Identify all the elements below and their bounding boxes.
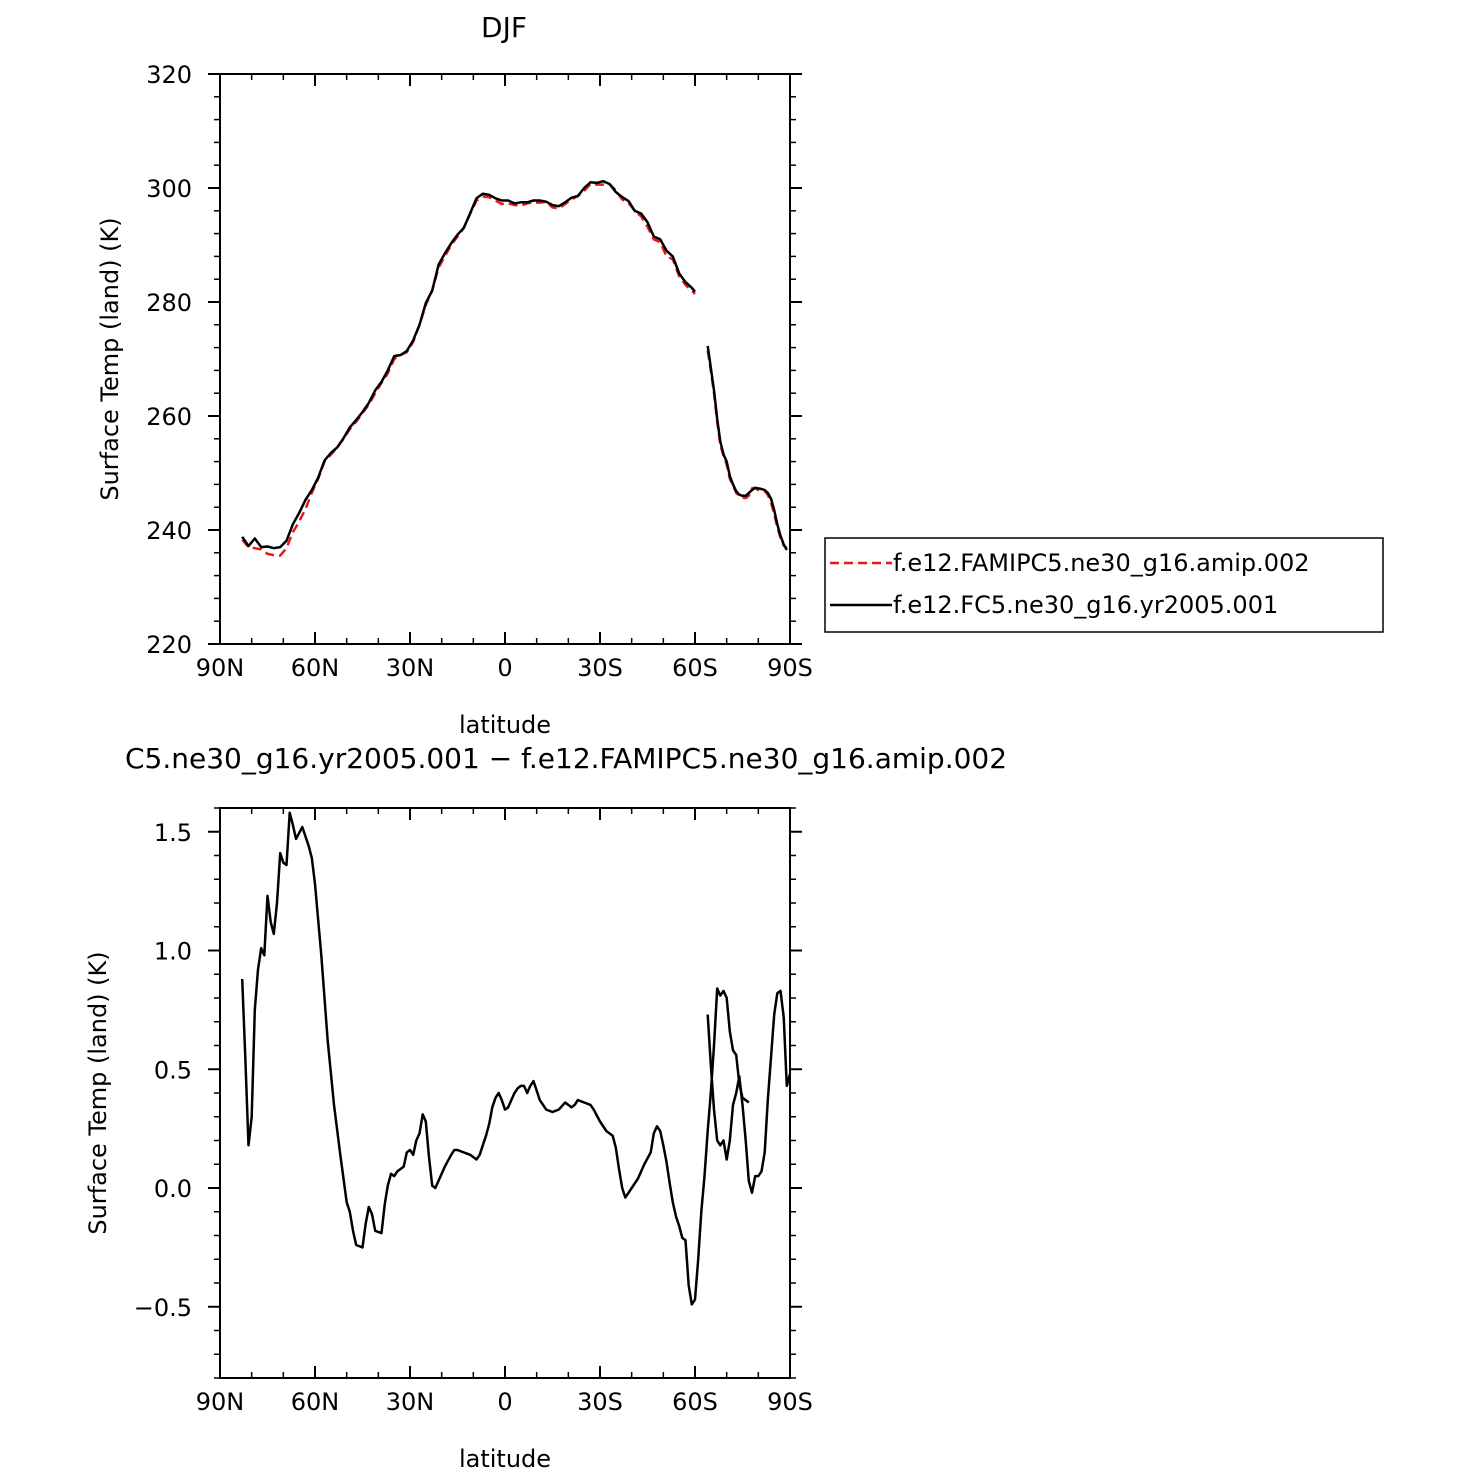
- top-series-group: [241, 179, 788, 557]
- bottom-x-tick-label: 60S: [672, 1388, 718, 1416]
- bottom-y-tick-label: 1.0: [154, 938, 192, 966]
- bottom-x-tick-label: 60N: [291, 1388, 340, 1416]
- top-axes: 90N 60N 30N 0 30S 60S 90S 220 240 260 280 300 320: [146, 61, 813, 682]
- bottom-x-axis-label: latitude: [459, 1445, 551, 1473]
- bottom-x-tick-label: 0: [497, 1388, 512, 1416]
- top-y-tick-label: 220: [146, 631, 192, 659]
- bottom-series-group: [240, 811, 792, 1306]
- top-y-tick-label: 320: [146, 61, 192, 89]
- bottom-x-tick-label: 30N: [386, 1388, 435, 1416]
- bottom-axes: 90N 60N 30N 0 30S 60S 90S −0.5 0.0 0.5 1.0 1.5: [134, 807, 813, 1416]
- legend: f.e12.FAMIPC5.ne30_g16.amip.002 f.e12.FC…: [824, 537, 1384, 633]
- top-y-tick-label: 240: [146, 517, 192, 545]
- top-series-line-0: [706, 350, 788, 550]
- top-y-axis-label: Surface Temp (land) (K): [96, 217, 124, 500]
- top-title: DJF: [481, 11, 527, 44]
- top-plot-frame: [219, 73, 791, 645]
- bottom-x-tick-label: 30S: [577, 1388, 623, 1416]
- bottom-x-tick-label: 90N: [196, 1388, 245, 1416]
- top-x-tick-label: 60N: [291, 654, 340, 682]
- top-y-tick-label: 300: [146, 175, 192, 203]
- bottom-series-line-0: [706, 989, 792, 1195]
- top-series-line-0: [241, 182, 696, 557]
- bottom-panel: C5.ne30_g16.yr2005.001 − f.e12.FAMIPC5.n…: [84, 742, 1007, 1473]
- top-x-tick-label: 0: [497, 654, 512, 682]
- bottom-x-tick-label: 90S: [767, 1388, 813, 1416]
- bottom-y-tick-label: 0.5: [154, 1056, 192, 1084]
- bottom-y-tick-label: −0.5: [134, 1294, 192, 1322]
- bottom-y-tick-label: 1.5: [154, 819, 192, 847]
- legend-box: [824, 537, 1384, 633]
- bottom-plot-frame: [219, 807, 791, 1379]
- top-y-tick-label: 260: [146, 403, 192, 431]
- top-panel: DJF 90N 60N 30N 0 30S 60S 90S 220 240 260 280 300 32…: [96, 11, 1384, 739]
- top-x-tick-label: 90N: [196, 654, 245, 682]
- bottom-series-line-0: [240, 811, 750, 1306]
- bottom-y-tick-label: 0.0: [154, 1175, 192, 1203]
- bottom-y-axis-label: Surface Temp (land) (K): [84, 951, 112, 1234]
- top-x-tick-label: 90S: [767, 654, 813, 682]
- top-x-tick-label: 60S: [672, 654, 718, 682]
- top-y-tick-label: 280: [146, 289, 192, 317]
- top-x-tick-label: 30S: [577, 654, 623, 682]
- top-series-line-1: [706, 345, 788, 551]
- top-series-line-1: [241, 179, 696, 550]
- top-x-axis-label: latitude: [459, 711, 551, 739]
- legend-label-amip: f.e12.FAMIPC5.ne30_g16.amip.002: [893, 549, 1310, 577]
- top-x-tick-label: 30N: [386, 654, 435, 682]
- legend-label-fc5: f.e12.FC5.ne30_g16.yr2005.001: [893, 591, 1278, 619]
- bottom-title: C5.ne30_g16.yr2005.001 − f.e12.FAMIPC5.n…: [125, 742, 1007, 775]
